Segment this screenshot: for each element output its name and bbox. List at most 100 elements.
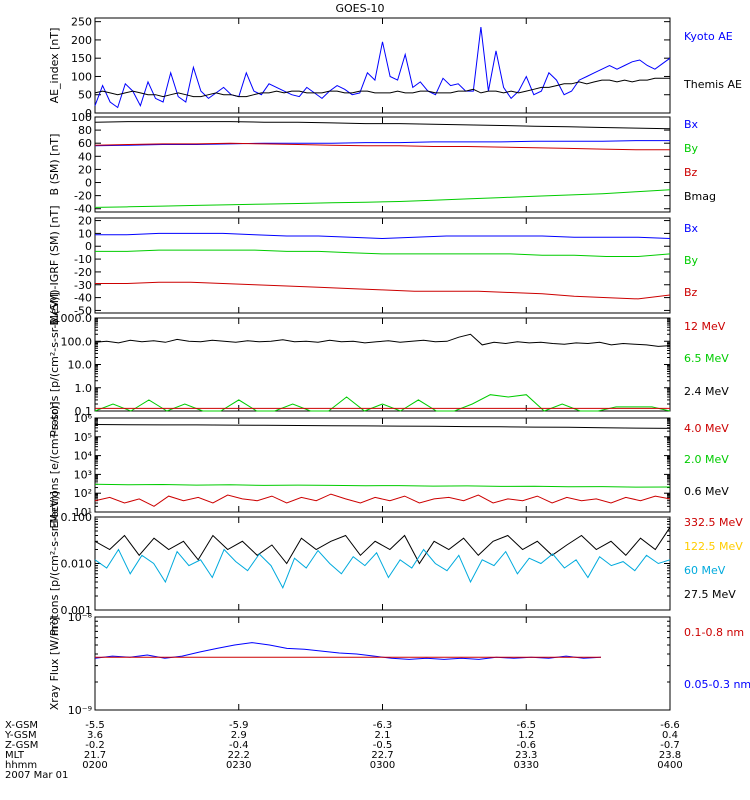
x-row-value: 3.6 <box>87 730 103 741</box>
panel-frame <box>94 217 671 314</box>
series-line <box>95 281 671 300</box>
y-tick-label: 60 <box>78 137 92 150</box>
x-row-value: 23.3 <box>515 750 537 761</box>
y-axis-label: B (SM)-IGRF (SM) [nT] <box>48 205 61 325</box>
panel-frame <box>94 516 671 611</box>
y-tick-label: 150 <box>71 52 92 65</box>
legend-entry: 0.1-0.8 nm <box>684 626 744 639</box>
x-row-value: -5.9 <box>229 720 249 731</box>
x-row-label: Z-GSM <box>5 740 38 751</box>
x-row-label: MLT <box>5 750 25 761</box>
y-tick-label: -50 <box>74 304 92 317</box>
x-row-value: -5.5 <box>85 720 105 731</box>
y-tick-label: 20 <box>78 163 92 176</box>
series-line <box>94 424 671 429</box>
legend-entry: 332.5 MeV <box>684 516 743 529</box>
panel-7: 10⁻⁹ 10⁻⁸ Xray Flux [W/m²] 0.1-0.8 nm 0.05-0… <box>48 611 750 717</box>
legend-entry: Themis AE <box>683 78 742 91</box>
x-row-value: 0300 <box>370 760 395 771</box>
series-line <box>94 483 671 488</box>
y-tick-label: 10⁶ <box>74 412 93 425</box>
x-row-value: 22.2 <box>228 750 250 761</box>
panel-5: 10¹ 10² 10³ 10⁴ 10⁵ 10⁶ Electrons [e/(cm²-s-sr… <box>48 401 729 528</box>
y-tick-label: 10 <box>78 227 92 240</box>
panel-1: 0 50 100 150 200 250 AE_index [nT] Kyoto AE Them… <box>48 16 742 120</box>
x-row-label: Y-GSM <box>4 730 37 741</box>
y-axis-label: Electrons [e/(cm²-s-sr)] <box>48 401 61 528</box>
legend-entry: 4.0 MeV <box>684 422 729 435</box>
x-axis-table: X-GSM -5.5 -5.9 -6.3 -6.5 -6.6 Y-GSM 3.6 2.9 2.1 1… <box>4 720 683 781</box>
y-tick-label: 0.010 <box>61 558 93 571</box>
y-tick-label: 1000.0 <box>54 312 93 325</box>
legend-entry: Bmag <box>684 190 716 203</box>
y-tick-label: 80 <box>78 124 92 137</box>
legend-entry: 2.4 MeV <box>684 385 729 398</box>
legend-entry: 12 MeV <box>684 320 726 333</box>
x-row-value: 2.9 <box>231 730 247 741</box>
y-tick-label: -20 <box>74 190 92 203</box>
x-row-value: -6.5 <box>516 720 536 731</box>
panel-frame <box>94 417 671 513</box>
x-row-value: -0.6 <box>516 740 536 751</box>
legend-entry: Bz <box>684 166 698 179</box>
legend-entry: 60 MeV <box>684 564 726 577</box>
x-row-value: -0.4 <box>229 740 249 751</box>
y-tick-label: 10⁴ <box>74 450 93 463</box>
y-tick-label: -10 <box>74 253 92 266</box>
x-row-value: 2.1 <box>375 730 391 741</box>
y-tick-label: 40 <box>78 150 92 163</box>
y-axis-label: Xray Flux [W/m²] <box>48 617 61 710</box>
y-tick-label: 100 <box>71 70 92 83</box>
x-row-value: -6.3 <box>373 720 393 731</box>
x-row-value: 0200 <box>82 760 107 771</box>
y-tick-label: -40 <box>74 203 92 216</box>
series-line <box>94 493 671 507</box>
y-tick-label: 0 <box>85 240 92 253</box>
series-line <box>94 527 671 565</box>
y-tick-label: 10² <box>74 487 92 500</box>
date-label: 2007 Mar 01 <box>5 770 68 781</box>
x-row-value: -0.5 <box>373 740 393 751</box>
x-row-value: -6.6 <box>660 720 680 731</box>
series-line <box>94 121 671 130</box>
y-tick-label: -20 <box>74 266 92 279</box>
series-line <box>94 548 671 589</box>
x-row-value: 21.7 <box>84 750 106 761</box>
y-tick-label: 0 <box>85 107 92 120</box>
x-row-value: -0.2 <box>85 740 105 751</box>
x-row-value: 23.8 <box>659 750 681 761</box>
legend-entry: 0.05-0.3 nm <box>684 678 750 691</box>
panel-frame <box>94 116 671 213</box>
y-tick-label: 10³ <box>74 468 92 481</box>
y-tick-label: 250 <box>71 16 92 29</box>
panel-frame <box>94 616 671 711</box>
y-tick-label: 20 <box>78 215 92 228</box>
series-line <box>94 142 670 151</box>
y-axis-label: AE_index [nT] <box>48 28 61 104</box>
y-tick-label: 50 <box>78 89 92 102</box>
series-line <box>94 189 671 208</box>
legend-entry: Bx <box>684 222 699 235</box>
legend-entry: 2.0 MeV <box>684 453 729 466</box>
x-row-label: X-GSM <box>5 720 38 731</box>
y-tick-label: -40 <box>74 292 92 305</box>
series-line <box>94 140 670 147</box>
y-axis-label: B (SM) [nT] <box>48 134 61 196</box>
legend-entry: Bz <box>684 286 698 299</box>
y-tick-label: 200 <box>71 34 92 47</box>
series-line <box>94 642 602 660</box>
y-tick-label: 0.100 <box>61 511 93 524</box>
legend-entry: 122.5 MeV <box>684 540 743 553</box>
y-tick-label: 10⁻⁸ <box>68 611 93 624</box>
series-line <box>94 27 671 109</box>
y-tick-label: 10⁻⁹ <box>68 704 92 717</box>
y-tick-label: 100.0 <box>61 335 93 348</box>
y-tick-label: 0.1 <box>75 405 93 418</box>
series-line <box>95 249 671 257</box>
x-row-value: 0330 <box>514 760 539 771</box>
y-tick-label: 100 <box>71 111 92 124</box>
